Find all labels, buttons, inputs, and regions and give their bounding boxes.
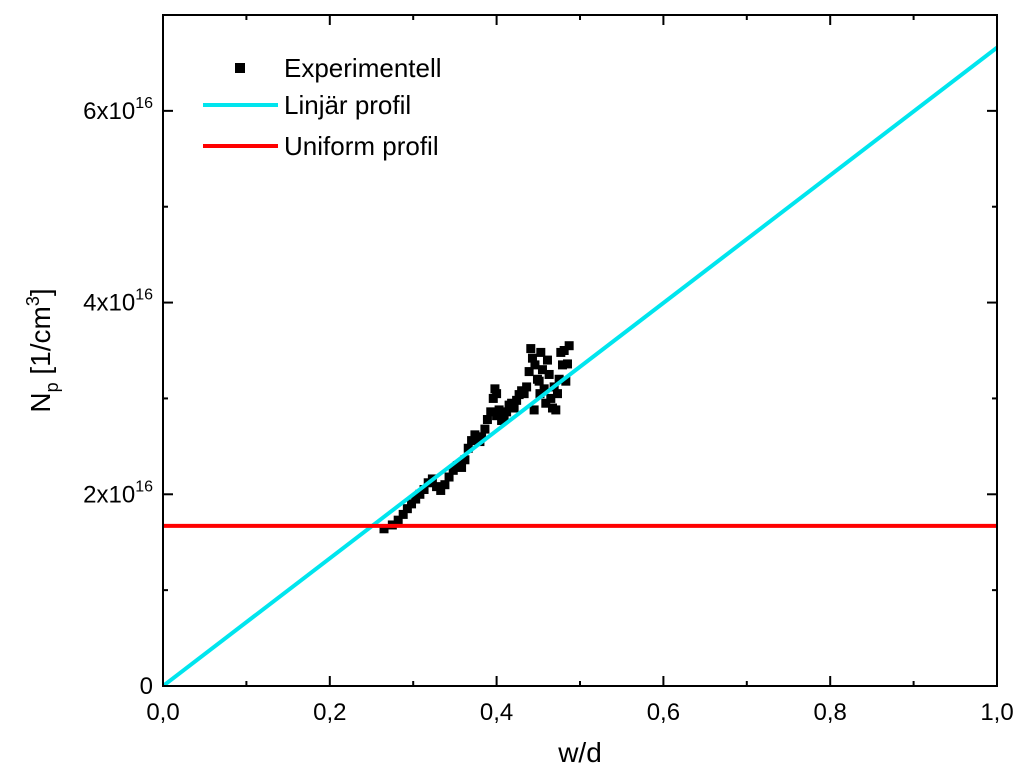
x-tick-label: 0,4 bbox=[480, 699, 513, 726]
data-point bbox=[526, 344, 536, 354]
data-point bbox=[457, 462, 467, 472]
data-point bbox=[488, 393, 498, 403]
data-point bbox=[402, 504, 412, 514]
data-point bbox=[480, 424, 490, 434]
data-point bbox=[524, 367, 534, 377]
labels-layer: 0,0 0,2 0,4 0,6 0,8 1,0 0 2x1016 4x1016 6x1016 w/d… bbox=[23, 95, 1014, 767]
legend-swatch-experimentell bbox=[235, 63, 245, 73]
data-point bbox=[546, 393, 556, 403]
data-point bbox=[530, 360, 540, 370]
data-point bbox=[467, 436, 477, 446]
data-point bbox=[561, 376, 571, 386]
series-line-linj-r-profil bbox=[163, 46, 997, 686]
y-axis-title: Np [1/cm3] bbox=[23, 288, 62, 412]
data-point bbox=[541, 398, 551, 408]
data-point bbox=[486, 407, 496, 417]
y-tick-label: 2x1016 bbox=[83, 478, 153, 508]
data-point bbox=[539, 384, 549, 394]
data-point bbox=[529, 405, 539, 415]
data-point bbox=[499, 413, 509, 423]
legend: Experimentell Linjär profil Uniform profil bbox=[203, 53, 442, 161]
series-layer bbox=[163, 46, 997, 686]
data-point bbox=[379, 524, 389, 534]
data-point bbox=[507, 398, 517, 408]
data-point bbox=[398, 509, 408, 519]
data-point bbox=[519, 389, 529, 399]
x-tick-label: 0,6 bbox=[647, 699, 680, 726]
data-point bbox=[492, 411, 502, 421]
data-point bbox=[564, 341, 574, 351]
legend-label-experimentell: Experimentell bbox=[284, 53, 442, 83]
data-point bbox=[460, 455, 470, 465]
data-point bbox=[552, 389, 562, 399]
data-point bbox=[512, 395, 522, 405]
data-point bbox=[444, 472, 454, 482]
data-point bbox=[407, 499, 417, 509]
data-point bbox=[534, 376, 544, 386]
data-point bbox=[509, 403, 519, 413]
data-point bbox=[551, 405, 561, 415]
series-points-experimentell bbox=[379, 341, 574, 534]
x-tick-label: 0,8 bbox=[814, 699, 847, 726]
data-point bbox=[448, 465, 458, 475]
data-point bbox=[536, 347, 546, 357]
data-point bbox=[436, 485, 446, 495]
data-point bbox=[522, 382, 532, 392]
x-tick-label: 0,2 bbox=[313, 699, 346, 726]
x-axis-title: w/d bbox=[557, 737, 602, 767]
ticks-layer bbox=[162, 14, 998, 687]
data-point bbox=[463, 443, 473, 453]
data-point bbox=[494, 405, 504, 415]
legend-label-linj-r-profil: Linjär profil bbox=[284, 90, 411, 120]
data-point bbox=[492, 389, 502, 399]
data-point bbox=[411, 494, 421, 504]
data-point bbox=[562, 359, 572, 369]
y-tick-label: 6x1016 bbox=[83, 95, 153, 125]
data-point bbox=[527, 353, 537, 363]
data-point bbox=[490, 384, 500, 394]
data-point bbox=[477, 432, 487, 442]
data-point bbox=[415, 489, 425, 499]
data-point bbox=[535, 389, 545, 399]
legend-label-uniform-profil: Uniform profil bbox=[284, 131, 439, 161]
data-point bbox=[557, 360, 567, 370]
y-tick-label: 4x1016 bbox=[83, 287, 153, 317]
data-point bbox=[482, 415, 492, 425]
data-point bbox=[419, 484, 429, 494]
data-point bbox=[544, 369, 554, 379]
data-point bbox=[542, 355, 552, 365]
y-tick-label: 0 bbox=[140, 673, 153, 700]
x-tick-label: 0,0 bbox=[146, 699, 179, 726]
x-tick-label: 1,0 bbox=[980, 699, 1013, 726]
data-point bbox=[537, 365, 547, 375]
data-point bbox=[554, 374, 564, 384]
data-point bbox=[502, 407, 512, 417]
data-point bbox=[440, 480, 450, 490]
data-point bbox=[393, 515, 403, 525]
data-point bbox=[559, 346, 569, 355]
